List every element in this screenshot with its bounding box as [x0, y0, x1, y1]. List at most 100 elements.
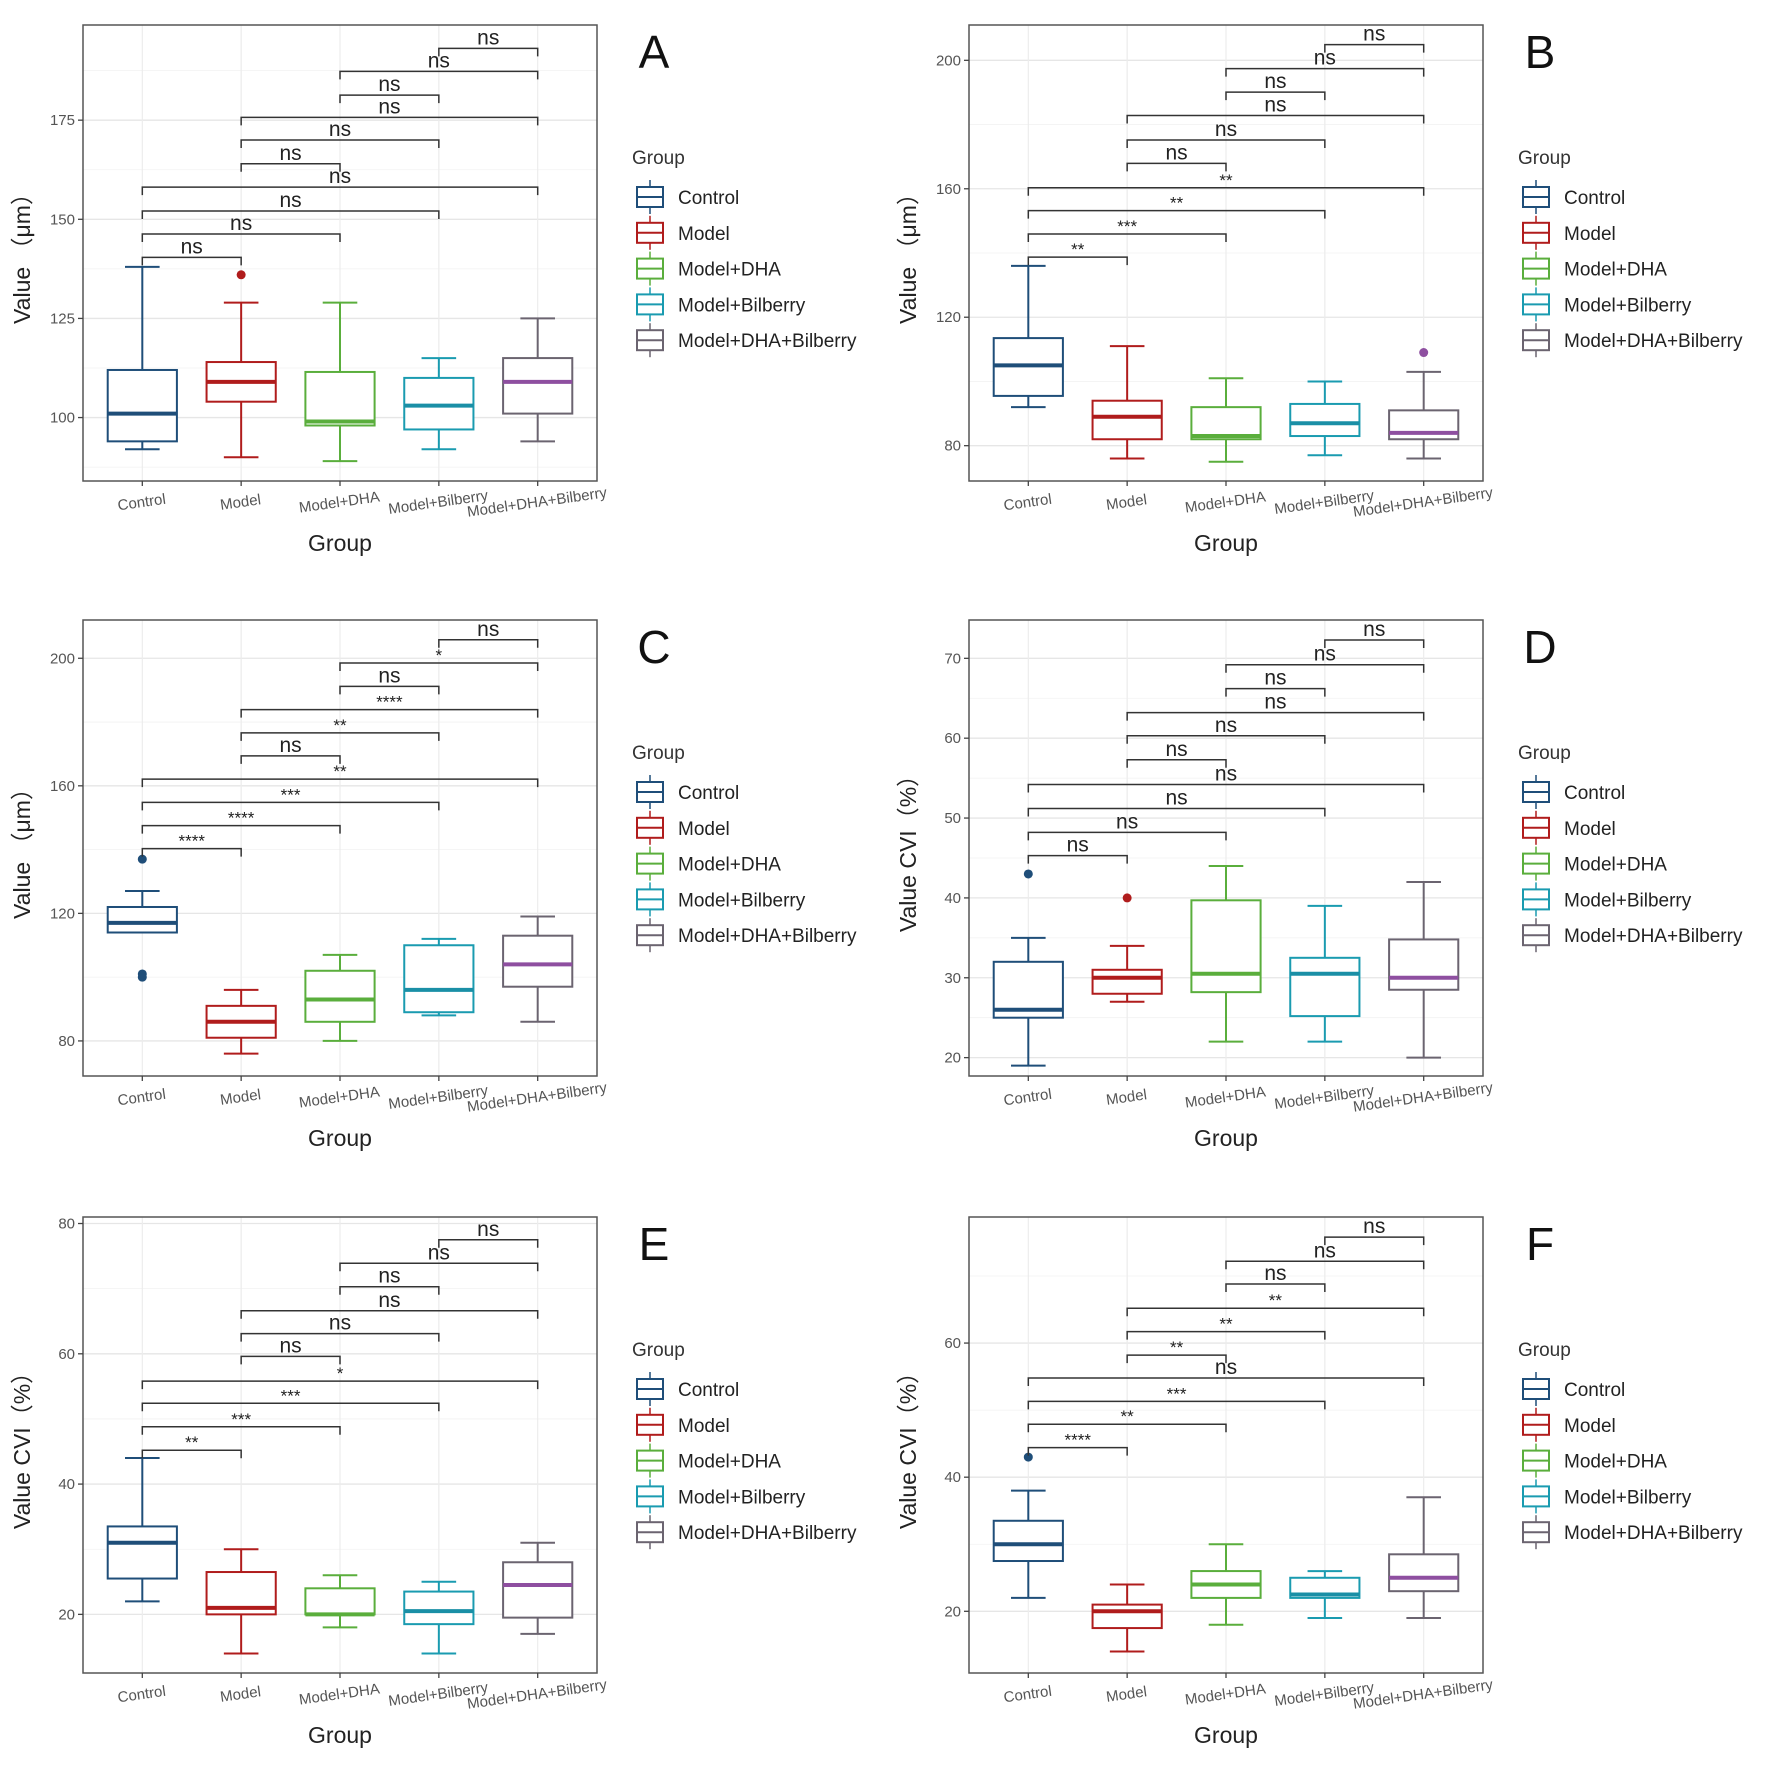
legend-item: Control	[1522, 1372, 1625, 1406]
y-tick-label: 160	[936, 181, 961, 198]
significance-label: ****	[228, 809, 255, 828]
y-tick-label: 40	[944, 890, 961, 907]
significance-bracket	[240, 116, 539, 126]
legend-item: Model	[1522, 215, 1616, 250]
significance-bracket	[141, 1402, 440, 1412]
y-tick-label: 20	[58, 1606, 75, 1623]
legend-title: Group	[1518, 743, 1571, 764]
panel-d: 20 30 40 50 60 70 Control Model Model+DHA Model+B…	[886, 595, 1772, 1190]
significance-label: ns	[279, 734, 301, 757]
significance-label: ns	[279, 142, 301, 165]
x-tick-label: Model+DHA+Bilberry	[466, 484, 608, 521]
x-tick-label: Model+DHA	[1184, 488, 1267, 516]
legend-title: Group	[632, 743, 685, 764]
legend-title: Group	[632, 148, 685, 169]
significance-bracket	[1225, 1260, 1425, 1270]
significance-bracket	[1126, 1354, 1227, 1364]
x-tick-label: Model+DHA	[1184, 1680, 1267, 1708]
y-axis-title: Value CVI（%）	[895, 764, 921, 932]
significance-bracket	[1027, 807, 1326, 817]
legend-item: Model	[636, 1407, 730, 1442]
legend-item: Control	[1522, 180, 1625, 214]
y-tick-label: 160	[50, 778, 75, 795]
legend-title: Group	[1518, 148, 1571, 169]
significance-bracket	[1126, 114, 1425, 124]
significance-bracket	[1126, 139, 1326, 148]
y-axis-title: Value CVI（%）	[895, 1361, 921, 1529]
legend-label: Model+DHA+Bilberry	[678, 1523, 857, 1544]
significance-bracket	[141, 824, 341, 834]
legend-item: Model+DHA+Bilberry	[636, 918, 857, 953]
significance-bracket	[339, 94, 440, 104]
significance-label: ns	[1314, 47, 1336, 70]
significance-bracket	[1027, 1423, 1227, 1433]
legend-label: Model	[678, 819, 730, 840]
legend-label: Control	[1564, 188, 1625, 209]
box-model	[1091, 399, 1163, 441]
legend-label: Model+DHA	[678, 855, 781, 876]
significance-bracket	[1324, 1236, 1425, 1246]
significance-bracket	[339, 662, 539, 672]
chart-d: 20 30 40 50 60 70 Control Model Model+DHA Model+B…	[895, 618, 1743, 1151]
panel-c: 80 120 160 200 Control Model Model+DHA Model+Bi…	[0, 595, 886, 1190]
y-axis-title: Value （μm）	[895, 182, 921, 324]
significance-bracket	[1225, 687, 1326, 697]
significance-label: ns	[378, 1265, 400, 1288]
legend-item: Model+DHA	[636, 1443, 781, 1478]
significance-bracket	[141, 847, 242, 857]
legend-label: Control	[1564, 1380, 1625, 1401]
significance-bracket	[1027, 831, 1227, 841]
panel-letter: D	[1523, 621, 1556, 673]
x-tick-label: Model+DHA+Bilberry	[1352, 1676, 1494, 1713]
significance-label: ns	[329, 1312, 351, 1335]
legend-item: Model+DHA	[1522, 846, 1667, 881]
significance-bracket	[1324, 43, 1425, 53]
significance-bracket	[339, 685, 440, 695]
x-axis-title: Group	[1194, 1722, 1258, 1748]
x-tick-label: Control	[1003, 1086, 1053, 1110]
significance-bracket	[1126, 162, 1227, 172]
significance-label: ns	[1067, 834, 1089, 857]
significance-label: ns	[477, 26, 499, 49]
legend-item: Model+DHA	[636, 846, 781, 881]
x-axis-title: Group	[1194, 1125, 1258, 1151]
x-axis-title: Group	[308, 1722, 372, 1748]
significance-label: ns	[1264, 691, 1286, 714]
significance-label: **	[1121, 1407, 1135, 1426]
significance-bracket	[1126, 735, 1326, 744]
legend-item: Model+DHA	[1522, 1443, 1667, 1478]
x-tick-label: Control	[117, 491, 167, 515]
legend-label: Control	[1564, 783, 1625, 804]
significance-bracket	[141, 233, 341, 242]
x-tick-label: Model+DHA	[298, 1680, 381, 1708]
significance-label: ns	[1363, 23, 1385, 46]
box-model	[1091, 968, 1163, 995]
legend-label: Control	[678, 188, 739, 209]
significance-label: ns	[428, 1241, 450, 1264]
significance-label: ns	[378, 664, 400, 687]
significance-label: ns	[1264, 1262, 1286, 1285]
x-tick-label: Model	[1105, 1683, 1148, 1706]
legend-label: Model+Bilberry	[678, 1487, 806, 1508]
box-model	[1091, 1603, 1163, 1630]
x-tick-label: Control	[1003, 491, 1053, 515]
significance-label: ns	[230, 212, 252, 235]
legend-label: Model+Bilberry	[1564, 1487, 1692, 1508]
legend-label: Model+DHA+Bilberry	[678, 926, 857, 947]
box-model-bilberry	[1289, 402, 1361, 438]
x-tick-label: Model+DHA	[298, 488, 381, 516]
legend-item: Model	[1522, 1407, 1616, 1442]
significance-label: ns	[378, 95, 400, 118]
significance-bracket	[339, 1285, 440, 1295]
legend-item: Control	[1522, 775, 1625, 809]
significance-bracket	[1225, 67, 1425, 77]
significance-bracket	[141, 1426, 341, 1435]
panel-letter: C	[637, 621, 670, 673]
box-model-bilberry	[403, 1590, 475, 1626]
significance-label: ns	[477, 618, 499, 641]
significance-bracket	[240, 163, 341, 172]
chart-f: 20 40 60 Control Model Model+DHA Model+Bilberr…	[895, 1215, 1743, 1748]
legend-label: Model	[678, 224, 730, 245]
box-model-dha	[304, 370, 376, 427]
significance-bracket	[1027, 187, 1425, 196]
